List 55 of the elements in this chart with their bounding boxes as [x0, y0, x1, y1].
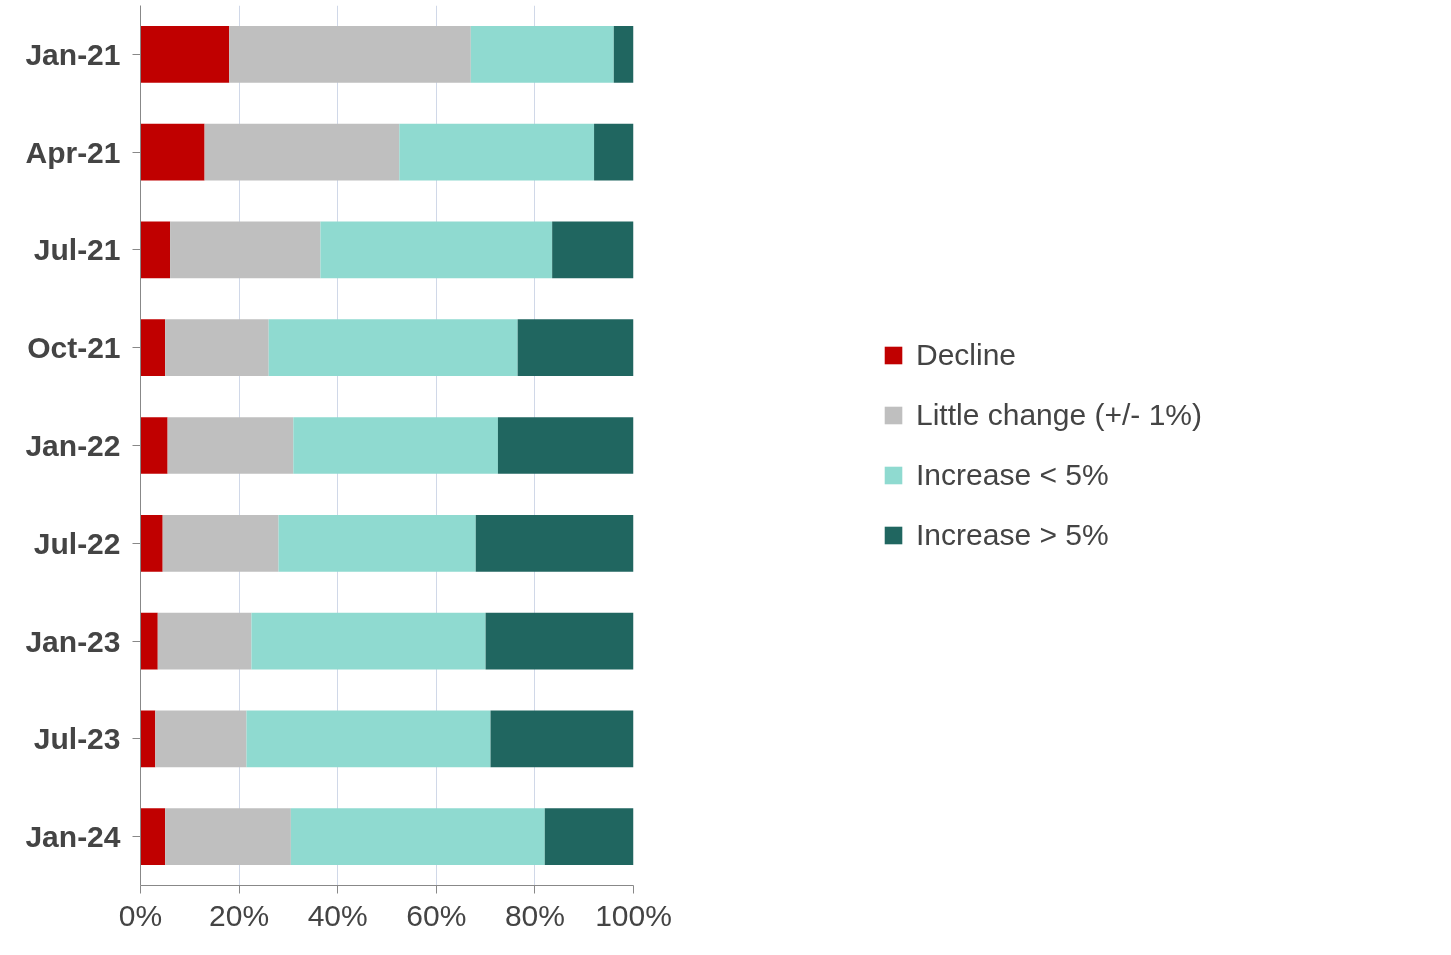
bar: [204, 123, 400, 181]
bar: [485, 612, 634, 670]
bar: [155, 710, 247, 768]
legend-label: Decline: [916, 338, 1017, 372]
bar: [251, 612, 486, 670]
bar: [157, 612, 252, 670]
bar: [167, 417, 294, 474]
bar: [140, 612, 158, 670]
x-tick-label: 60%: [406, 898, 467, 932]
y-tick-label: Apr-21: [25, 135, 121, 169]
bar: [490, 710, 634, 768]
y-tick-label: Jul-21: [33, 233, 121, 267]
y-tick-label: Jan-24: [25, 820, 121, 854]
bar: [140, 710, 156, 768]
bar: [278, 514, 476, 572]
bar: [140, 808, 166, 865]
y-tick-label: Oct-21: [27, 331, 121, 365]
bar: [140, 26, 230, 83]
legend-label: Increase > 5%: [916, 518, 1109, 552]
x-tick-label: 0%: [118, 898, 163, 932]
bar: [475, 514, 634, 572]
x-tick-label: 20%: [209, 898, 270, 932]
bar: [320, 221, 553, 279]
bar: [552, 221, 634, 279]
bar: [170, 221, 321, 279]
bar: [140, 221, 171, 279]
bar: [544, 808, 634, 865]
y-tick-label: Jan-21: [25, 37, 121, 71]
x-tick-label: 100%: [595, 898, 672, 932]
y-tick-label: Jan-23: [25, 624, 121, 658]
bar: [497, 417, 634, 474]
bar: [140, 319, 166, 377]
legend-label: Increase < 5%: [916, 458, 1109, 492]
x-tick-label: 40%: [307, 898, 368, 932]
bar: [290, 808, 545, 865]
bar: [165, 808, 291, 865]
bar: [293, 417, 498, 474]
bar: [140, 417, 168, 474]
bar: [268, 319, 518, 377]
bar: [165, 319, 269, 377]
bar: [594, 123, 634, 181]
x-tick-label: 80%: [504, 898, 565, 932]
bar: [613, 26, 634, 83]
bar: [399, 123, 595, 181]
bar: [140, 514, 163, 572]
bar: [229, 26, 471, 83]
bar: [470, 26, 614, 83]
y-tick-label: Jul-23: [33, 722, 121, 756]
legend-label: Little change (+/- 1%): [916, 398, 1202, 432]
y-tick-label: Jul-22: [33, 526, 121, 560]
bar: [162, 514, 279, 572]
y-tick-label: Jan-22: [25, 429, 121, 462]
bar: [517, 319, 634, 377]
bar: [246, 710, 491, 768]
bar: [140, 123, 205, 181]
